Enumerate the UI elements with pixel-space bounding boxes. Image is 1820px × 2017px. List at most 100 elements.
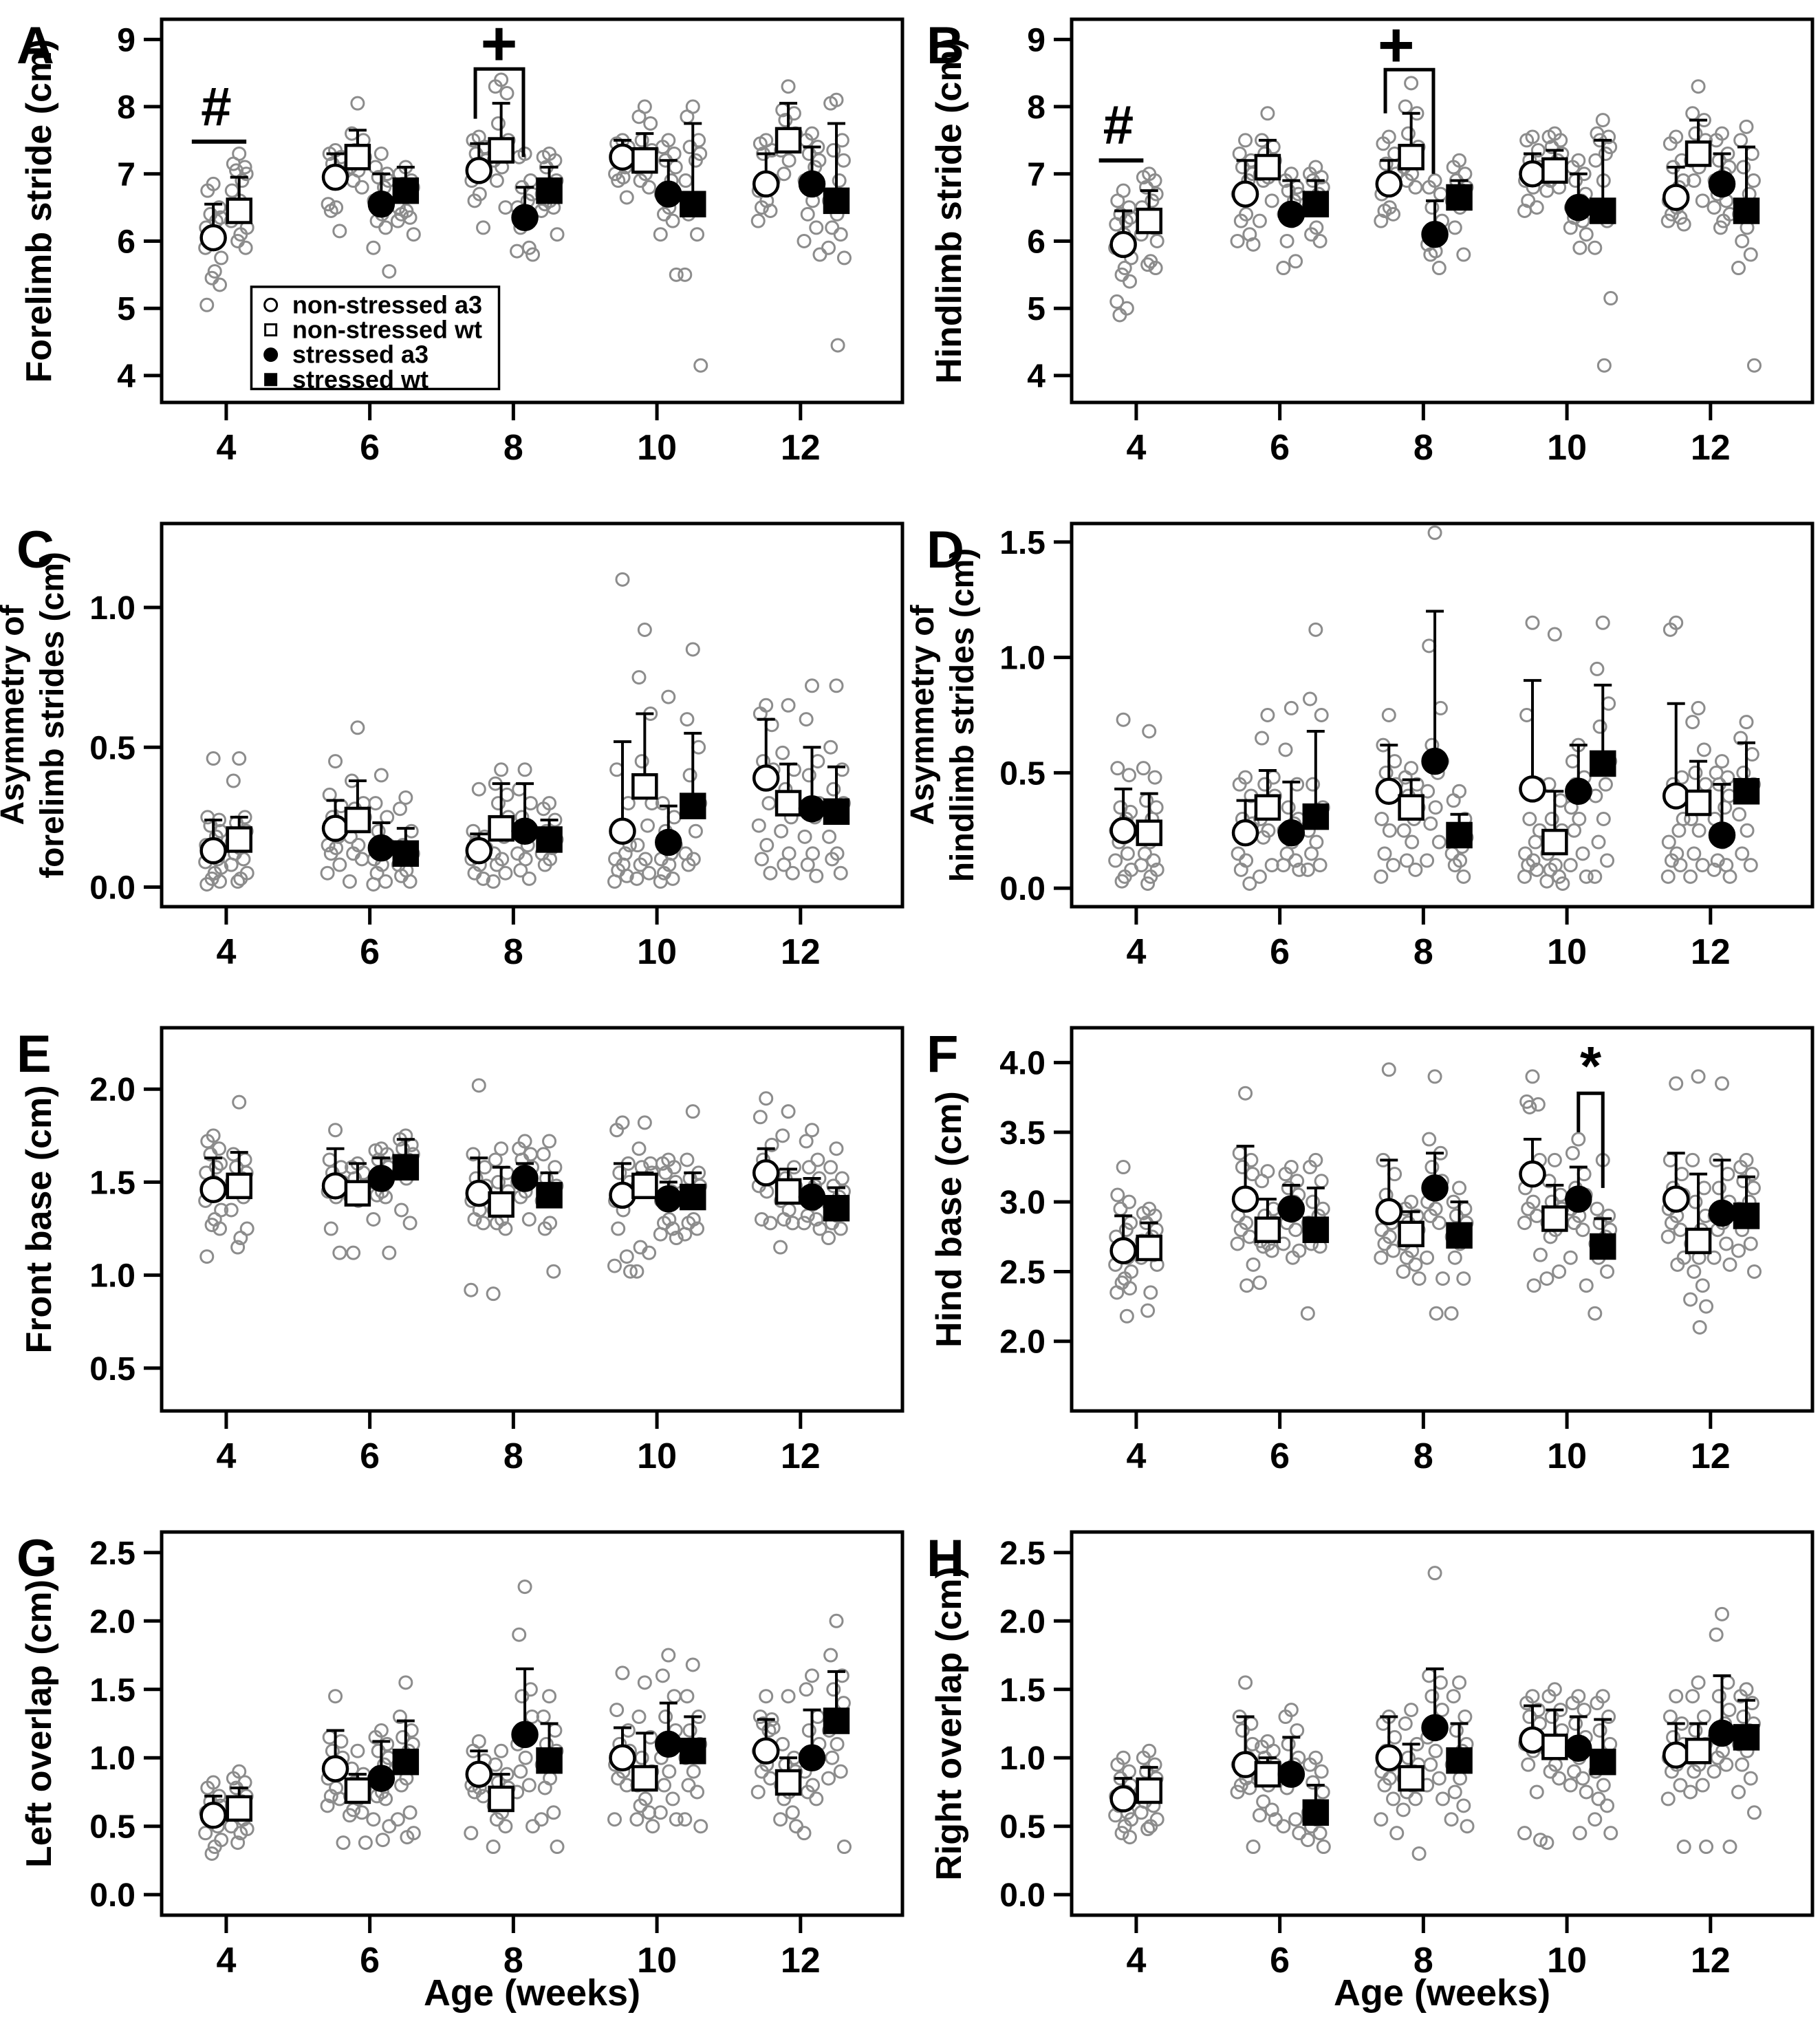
scatter-point <box>230 1240 246 1255</box>
y-tick-label: 1.0 <box>89 590 136 627</box>
scatter-point <box>1117 261 1132 276</box>
mean-marker-nsa <box>752 1159 780 1187</box>
scatter-point <box>1396 1802 1411 1818</box>
x-tick-label: 4 <box>216 1436 236 1476</box>
scatter-point <box>1733 1160 1748 1175</box>
scatter-point <box>1733 133 1748 148</box>
scatter-point <box>514 1689 530 1704</box>
scatter-point <box>499 85 514 100</box>
mean-marker-nsa <box>1109 230 1137 259</box>
scatter-point <box>1588 1812 1603 1827</box>
y-tick-label: 7 <box>117 157 136 193</box>
scatter-point <box>1242 1780 1257 1795</box>
scatter-point <box>812 247 827 262</box>
y-tick-label: 3.0 <box>999 1185 1046 1221</box>
panel-letter: G <box>17 1529 57 1588</box>
scatter-point <box>1715 1076 1730 1091</box>
mean-marker-stw <box>536 826 563 853</box>
scatter-point <box>1699 1840 1714 1855</box>
mean-marker-sta <box>1565 777 1592 805</box>
y-tick-label: 0.0 <box>999 871 1046 907</box>
scatter-point <box>464 1826 479 1841</box>
mean-marker-sta <box>367 1165 396 1192</box>
mean-marker-sta <box>511 1721 539 1749</box>
mean-marker-stw <box>536 1747 563 1774</box>
scatter-point <box>366 1812 381 1827</box>
mean-marker-nsw <box>1684 140 1712 167</box>
scatter-point <box>829 1613 844 1628</box>
scatter-point <box>1316 1840 1331 1855</box>
scatter-point <box>1688 126 1703 141</box>
scatter-point <box>1252 1808 1267 1823</box>
scatter-point <box>1575 1222 1590 1238</box>
scatter-point <box>1456 247 1471 262</box>
y-tick-label: 2.0 <box>999 1604 1046 1640</box>
scatter-point <box>198 1826 213 1841</box>
scatter-point <box>1121 1764 1136 1779</box>
scatter-point <box>1264 1802 1279 1818</box>
mean-marker-nsw <box>488 137 514 164</box>
y-tick-label: 2.5 <box>999 1535 1046 1572</box>
scatter-point <box>633 857 648 872</box>
scatter-point <box>332 224 347 239</box>
scatter-point <box>1685 106 1700 121</box>
scatter-point <box>799 712 814 727</box>
scatter-point <box>1112 308 1127 323</box>
mean-marker-nsa <box>321 1172 349 1200</box>
mean-marker-stw <box>1590 197 1616 224</box>
scatter-point <box>690 1784 705 1800</box>
scatter-point <box>1669 1689 1684 1704</box>
mean-marker-nsw <box>344 144 371 171</box>
mean-marker-sta <box>798 795 826 823</box>
mean-marker-nsa <box>1109 1237 1137 1264</box>
scatter-point <box>494 1141 509 1156</box>
scatter-point <box>1720 1675 1735 1690</box>
mean-marker-nsa <box>1109 1785 1137 1813</box>
scatter-point <box>1110 1187 1125 1202</box>
scatter-point <box>836 153 851 168</box>
scatter-point <box>368 1729 383 1745</box>
x-tick-label: 10 <box>637 932 677 972</box>
scatter-point <box>1444 846 1460 861</box>
panel-letter: C <box>17 521 54 579</box>
scatter-point <box>1255 1174 1270 1189</box>
scatter-point <box>1230 233 1245 248</box>
scatter-point <box>486 1286 501 1302</box>
scatter-point <box>1149 233 1164 248</box>
scatter-point <box>1447 858 1462 873</box>
scatter-point <box>396 1729 411 1745</box>
scatter-point <box>1252 213 1267 228</box>
scatter-point <box>1238 1086 1253 1101</box>
scatter-point <box>1746 1264 1762 1279</box>
scatter-point <box>634 754 649 769</box>
scatter-point <box>1264 193 1279 208</box>
legend-marker-nsa <box>263 297 279 312</box>
scatter-point <box>1378 156 1394 171</box>
scatter-point <box>825 852 840 867</box>
significance-bracket <box>1383 67 1436 174</box>
scatter-point <box>1109 294 1125 309</box>
x-tick-label: 10 <box>637 1941 677 1981</box>
scatter-point <box>1444 1306 1459 1321</box>
scatter-point <box>1685 715 1700 730</box>
scatter-point <box>1718 800 1733 815</box>
mean-marker-nsa <box>199 1176 227 1203</box>
scatter-point <box>398 790 413 805</box>
mean-marker-nsa <box>1519 1726 1546 1754</box>
scatter-point <box>1446 793 1461 808</box>
mean-marker-nsa <box>609 817 636 845</box>
scatter-point <box>1707 1250 1722 1265</box>
mean-marker-sta <box>655 1185 682 1213</box>
scatter-point <box>823 740 838 755</box>
scatter-point <box>1735 1757 1750 1772</box>
scatter-point <box>1685 1152 1700 1167</box>
scatter-point <box>1743 858 1758 873</box>
scatter-point <box>1662 136 1678 151</box>
x-tick-label: 4 <box>216 932 236 972</box>
scatter-point <box>1525 1069 1540 1084</box>
mean-marker-stw <box>1733 777 1760 805</box>
scatter-point <box>1266 140 1281 155</box>
scatter-point <box>358 1835 373 1851</box>
scatter-point <box>375 1833 390 1848</box>
scatter-point <box>523 173 538 188</box>
